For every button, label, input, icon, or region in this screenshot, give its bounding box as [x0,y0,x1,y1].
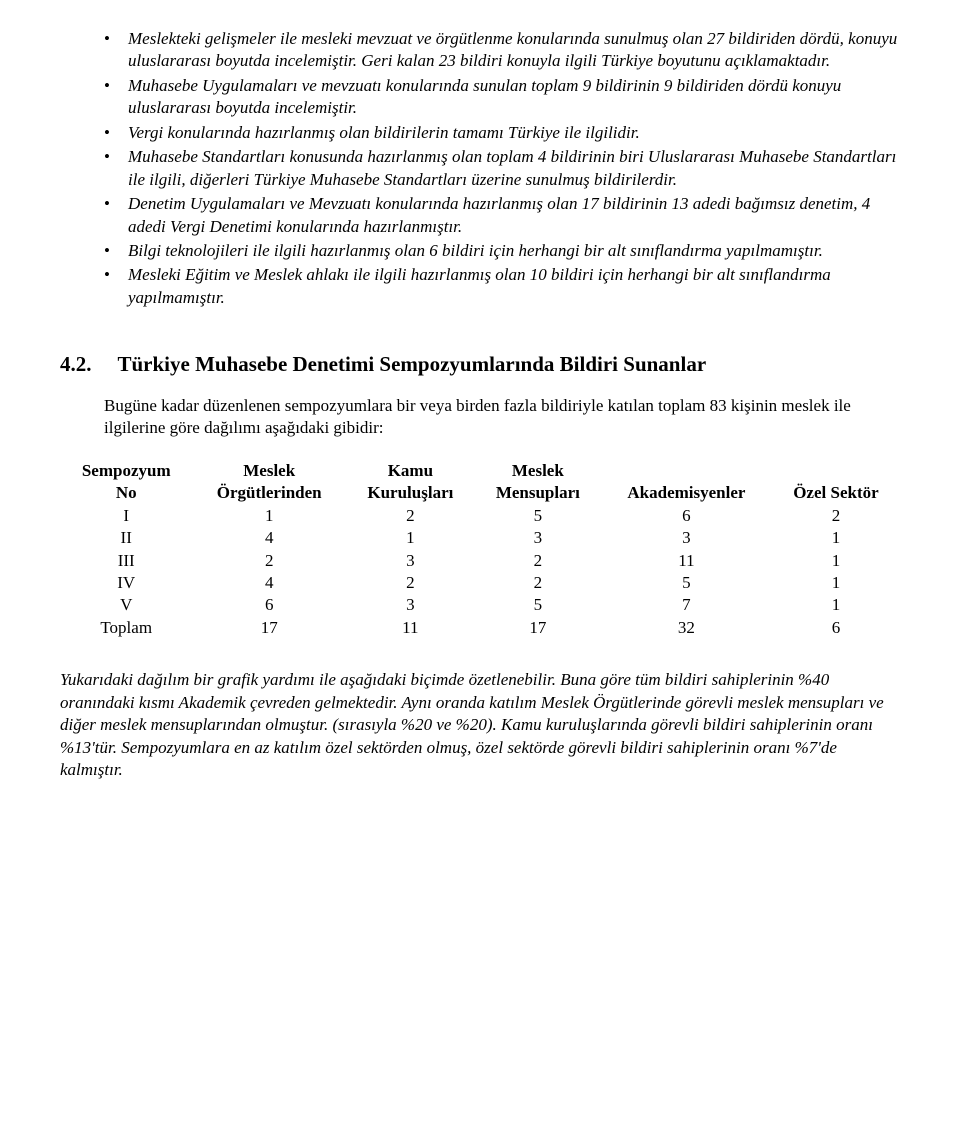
table-cell: 5 [601,572,772,594]
table-row: Toplam 17 11 17 32 6 [60,617,900,639]
table-header [772,460,900,482]
table-cell: Toplam [60,617,192,639]
table-cell: III [60,550,192,572]
table-cell: 5 [475,505,601,527]
table-cell: 2 [192,550,346,572]
table-cell: 1 [772,550,900,572]
table-header: Akademisyenler [601,482,772,504]
table-header: Özel Sektör [772,482,900,504]
table-header: Kamu [346,460,475,482]
table-cell: 3 [601,527,772,549]
table-cell: 17 [475,617,601,639]
bullet-item: Denetim Uygulamaları ve Mevzuatı konular… [104,193,900,238]
table-cell: 11 [346,617,475,639]
table-cell: 3 [475,527,601,549]
distribution-table: Sempozyum Meslek Kamu Meslek No Örgütler… [60,460,900,640]
bullet-list: Meslekteki gelişmeler ile mesleki mevzua… [60,28,900,309]
table-cell: 6 [772,617,900,639]
table-cell: 1 [772,594,900,616]
table-cell: 6 [192,594,346,616]
bullet-item: Muhasebe Standartları konusunda hazırlan… [104,146,900,191]
table-cell: 6 [601,505,772,527]
section-heading: 4.2. Türkiye Muhasebe Denetimi Sempozyuml… [60,351,900,379]
intro-paragraph: Bugüne kadar düzenlenen sempozyumlara bi… [104,395,900,440]
table-cell: 4 [192,572,346,594]
table-cell: 1 [192,505,346,527]
bullet-item: Vergi konularında hazırlanmış olan bildi… [104,122,900,144]
table-header: Meslek [475,460,601,482]
bullet-item: Bilgi teknolojileri ile ilgili hazırlanm… [104,240,900,262]
table-cell: I [60,505,192,527]
table-cell: 2 [475,572,601,594]
table-header: Mensupları [475,482,601,504]
table-row: IV 4 2 2 5 1 [60,572,900,594]
table-cell: 3 [346,550,475,572]
table-cell: 2 [475,550,601,572]
table-cell: II [60,527,192,549]
table-cell: 2 [346,505,475,527]
bullet-item: Muhasebe Uygulamaları ve mevzuatı konula… [104,75,900,120]
table-cell: 2 [772,505,900,527]
table-row: III 2 3 2 11 1 [60,550,900,572]
table-row: I 1 2 5 6 2 [60,505,900,527]
bullet-item: Meslekteki gelişmeler ile mesleki mevzua… [104,28,900,73]
table-cell: V [60,594,192,616]
table-cell: 3 [346,594,475,616]
table-cell: 5 [475,594,601,616]
bullet-item: Mesleki Eğitim ve Meslek ahlakı ile ilgi… [104,264,900,309]
table-header: No [60,482,192,504]
table-header [601,460,772,482]
table-cell: 11 [601,550,772,572]
table-header: Sempozyum [60,460,192,482]
table-cell: 2 [346,572,475,594]
table-header: Örgütlerinden [192,482,346,504]
table-header: Meslek [192,460,346,482]
section-number: 4.2. [60,351,92,379]
table-cell: 1 [772,572,900,594]
closing-paragraph: Yukarıdaki dağılım bir grafik yardımı il… [60,669,900,781]
table-cell: 1 [346,527,475,549]
table-cell: 1 [772,527,900,549]
table-row: II 4 1 3 3 1 [60,527,900,549]
table-row: V 6 3 5 7 1 [60,594,900,616]
table-cell: 17 [192,617,346,639]
section-title: Türkiye Muhasebe Denetimi Sempozyumların… [118,352,707,376]
table-cell: 7 [601,594,772,616]
table-header: Kuruluşları [346,482,475,504]
table-body: I 1 2 5 6 2 II 4 1 3 3 1 III 2 3 2 11 1 … [60,505,900,640]
table-cell: IV [60,572,192,594]
table-cell: 4 [192,527,346,549]
table-cell: 32 [601,617,772,639]
